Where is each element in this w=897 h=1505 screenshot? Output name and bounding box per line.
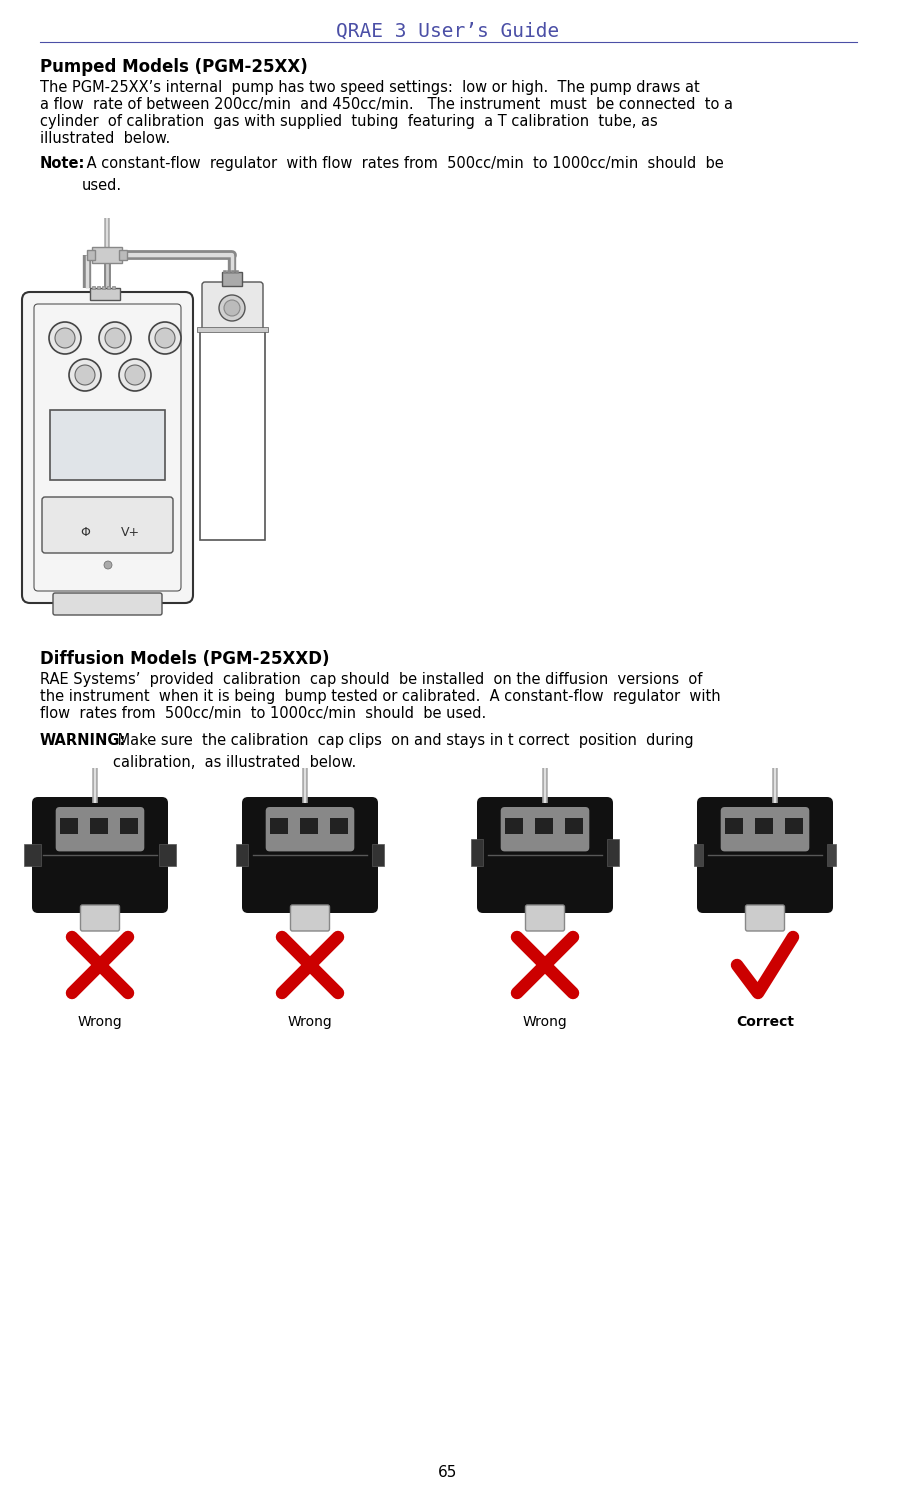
Bar: [227, 269, 230, 272]
FancyBboxPatch shape: [266, 807, 354, 852]
Bar: [607, 838, 619, 865]
Circle shape: [55, 328, 75, 348]
Text: Note:: Note:: [40, 157, 85, 172]
Bar: [236, 844, 248, 865]
FancyBboxPatch shape: [242, 798, 378, 914]
Bar: [372, 844, 384, 865]
Bar: [60, 819, 78, 834]
Bar: [535, 819, 553, 834]
Bar: [90, 819, 108, 834]
Text: cylinder  of calibration  gas with supplied  tubing  featuring  a T calibration : cylinder of calibration gas with supplie…: [40, 114, 658, 129]
Bar: [102, 286, 105, 289]
Circle shape: [49, 322, 81, 354]
Circle shape: [119, 360, 151, 391]
Text: Diffusion Models (PGM-25XXD): Diffusion Models (PGM-25XXD): [40, 650, 329, 668]
Bar: [197, 327, 268, 333]
Bar: [231, 269, 234, 272]
FancyBboxPatch shape: [720, 807, 809, 852]
FancyBboxPatch shape: [291, 905, 329, 932]
Bar: [270, 819, 288, 834]
Bar: [505, 819, 523, 834]
FancyBboxPatch shape: [526, 905, 564, 932]
Circle shape: [104, 561, 112, 569]
Text: Pumped Models (PGM-25XX): Pumped Models (PGM-25XX): [40, 59, 308, 75]
Bar: [92, 286, 95, 289]
Circle shape: [99, 322, 131, 354]
FancyBboxPatch shape: [56, 807, 144, 852]
Text: a flow  rate of between 200cc/min  and 450cc/min.   The instrument  must  be con: a flow rate of between 200cc/min and 450…: [40, 96, 733, 111]
Bar: [159, 844, 176, 865]
Bar: [200, 330, 265, 540]
FancyBboxPatch shape: [202, 281, 263, 333]
Bar: [300, 819, 318, 834]
Text: A constant-flow  regulator  with flow  rates from  500cc/min  to 1000cc/min  sho: A constant-flow regulator with flow rate…: [82, 157, 724, 193]
Text: Wrong: Wrong: [523, 1014, 568, 1029]
Bar: [725, 819, 743, 834]
Text: RAE Systems’  provided  calibration  cap should  be installed  on the diffusion : RAE Systems’ provided calibration cap sh…: [40, 673, 702, 686]
Text: The PGM-25XX’s internal  pump has two speed settings:  low or high.  The pump dr: The PGM-25XX’s internal pump has two spe…: [40, 80, 700, 95]
Bar: [97, 286, 100, 289]
Bar: [107, 286, 110, 289]
Bar: [222, 272, 242, 286]
FancyBboxPatch shape: [42, 497, 173, 552]
FancyBboxPatch shape: [81, 905, 119, 932]
Circle shape: [125, 366, 145, 385]
Bar: [755, 819, 773, 834]
Bar: [87, 250, 95, 260]
Bar: [92, 247, 122, 263]
Bar: [827, 844, 836, 865]
Bar: [24, 844, 41, 865]
Bar: [223, 269, 226, 272]
Circle shape: [75, 366, 95, 385]
Circle shape: [69, 360, 101, 391]
FancyBboxPatch shape: [22, 292, 193, 604]
FancyBboxPatch shape: [745, 905, 785, 932]
Text: the instrument  when it is being  bump tested or calibrated.  A constant-flow  r: the instrument when it is being bump tes…: [40, 689, 720, 704]
Bar: [112, 286, 115, 289]
FancyBboxPatch shape: [501, 807, 589, 852]
Bar: [120, 819, 138, 834]
Text: illustrated  below.: illustrated below.: [40, 131, 170, 146]
Circle shape: [155, 328, 175, 348]
FancyBboxPatch shape: [32, 798, 168, 914]
FancyBboxPatch shape: [53, 593, 162, 616]
Bar: [694, 844, 703, 865]
FancyBboxPatch shape: [477, 798, 613, 914]
Bar: [235, 269, 238, 272]
Circle shape: [105, 328, 125, 348]
Bar: [119, 250, 127, 260]
Text: WARNING:: WARNING:: [40, 733, 126, 748]
Bar: [50, 409, 165, 480]
FancyBboxPatch shape: [697, 798, 833, 914]
Bar: [330, 819, 348, 834]
Text: Wrong: Wrong: [288, 1014, 333, 1029]
Text: 65: 65: [439, 1464, 457, 1479]
Bar: [90, 287, 120, 299]
Text: QRAE 3 User’s Guide: QRAE 3 User’s Guide: [336, 23, 560, 41]
Bar: [471, 838, 483, 865]
Text: flow  rates from  500cc/min  to 1000cc/min  should  be used.: flow rates from 500cc/min to 1000cc/min …: [40, 706, 486, 721]
Circle shape: [224, 299, 240, 316]
Bar: [565, 819, 583, 834]
Text: V+: V+: [120, 525, 140, 539]
Text: Wrong: Wrong: [78, 1014, 122, 1029]
Text: Correct: Correct: [736, 1014, 794, 1029]
Bar: [785, 819, 803, 834]
Circle shape: [149, 322, 181, 354]
Text: Φ: Φ: [80, 525, 90, 539]
Text: Make sure  the calibration  cap clips  on and stays in t correct  position  duri: Make sure the calibration cap clips on a…: [113, 733, 693, 769]
Circle shape: [219, 295, 245, 321]
